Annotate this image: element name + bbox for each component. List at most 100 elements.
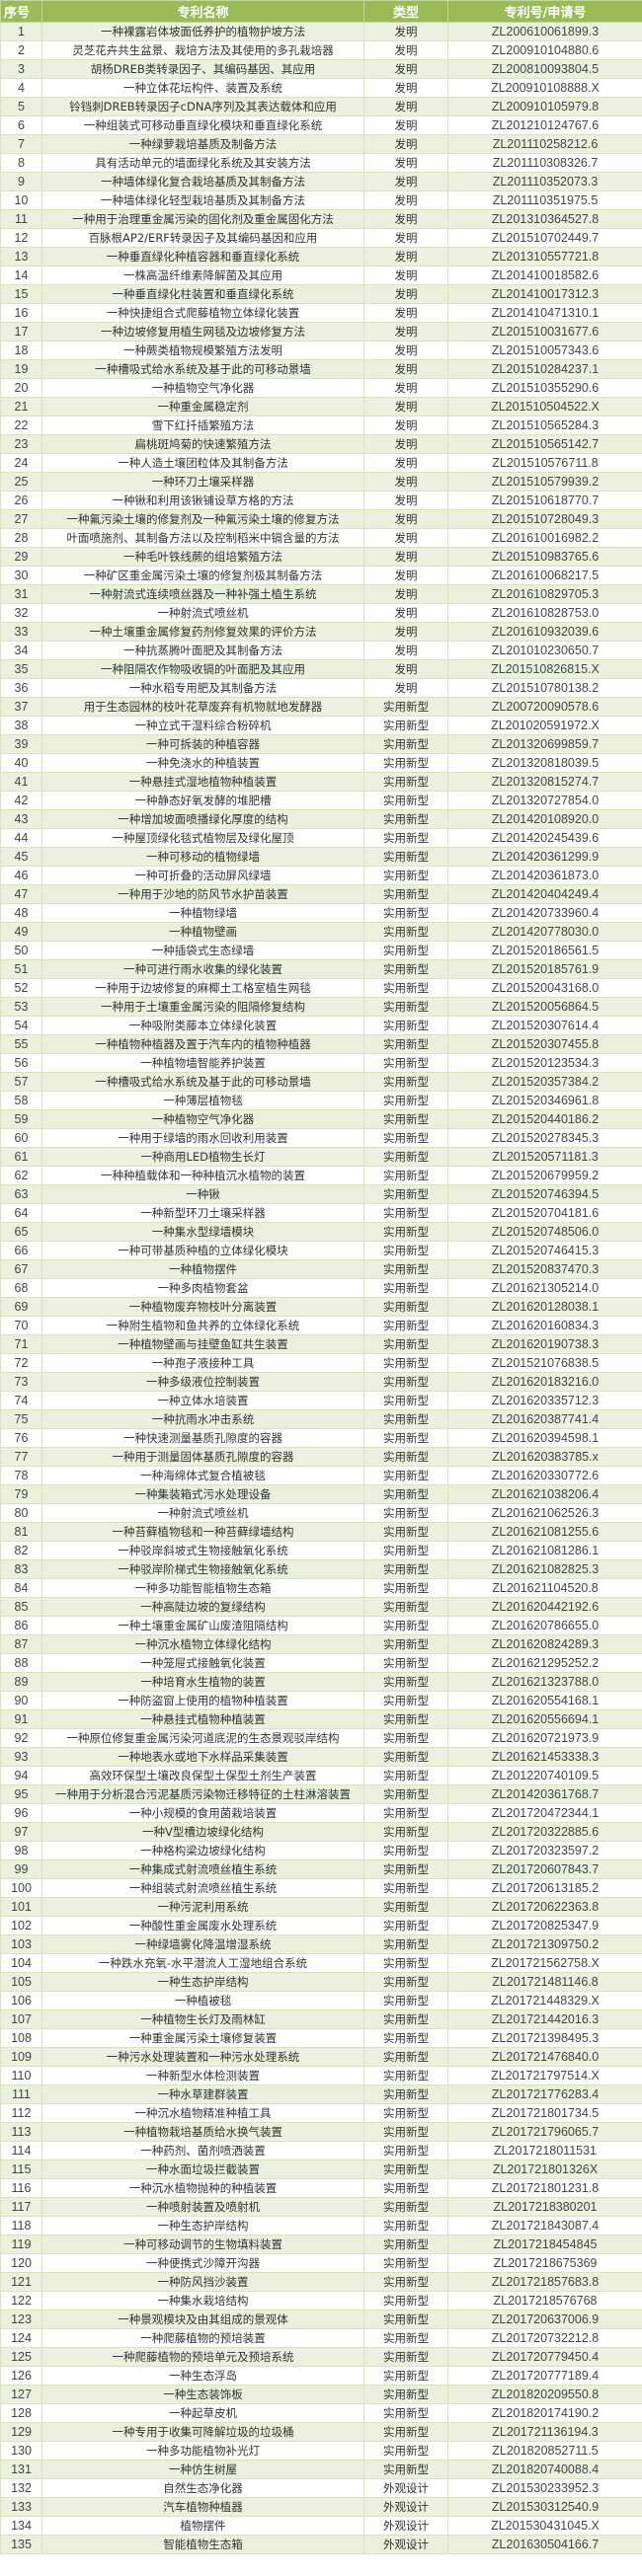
row-no: 13 — [0, 247, 42, 266]
patent-name: 一种爬藤植物的预培装置 — [41, 2328, 364, 2348]
table-row: 119 一种可移动调节的生物填料装置 实用新型 ZL2017218454845 — [0, 2235, 642, 2254]
patent-id: ZL201720323597.2 — [447, 1841, 642, 1860]
table-row: 118 一种生态护岸结构 实用新型 ZL201721843087.4 — [0, 2216, 642, 2235]
table-row: 52 一种用于边坡修复的麻椰土工格室植生网毯 实用新型 ZL201520043168.… — [0, 978, 642, 998]
patent-type: 实用新型 — [363, 1766, 448, 1785]
patent-id: ZL201620554168.1 — [447, 1691, 642, 1710]
patent-id: ZL201520185761.9 — [447, 959, 642, 979]
table-row: 33 一种土壤重金属修复药剂修复效果的评价方法 发明 ZL201610932039.6 — [0, 622, 642, 642]
row-no: 57 — [0, 1072, 42, 1092]
patent-name: 扁桃斑鸠菊的快速繁殖方法 — [41, 434, 364, 454]
patent-id: ZL201520746415.3 — [447, 1241, 642, 1260]
patent-type: 实用新型 — [363, 2066, 448, 2085]
table-row: 12 百脉根AP2/ERF转录因子及其编码基因和应用 发明 ZL20151070244… — [0, 228, 642, 248]
patent-type: 发明 — [363, 59, 448, 79]
row-no: 76 — [0, 1428, 42, 1448]
patent-id: ZL201620128038.1 — [447, 1297, 642, 1317]
patent-id: ZL201621081286.1 — [447, 1541, 642, 1560]
patent-id: ZL201510565284.3 — [447, 416, 642, 435]
patent-id: ZL201520748506.0 — [447, 1222, 642, 1242]
table-row: 113 一种植物栽培基质给水换气装置 实用新型 ZL201721796065.7 — [0, 2122, 642, 2142]
table-row: 103 一种绿墙雾化降温增湿系统 实用新型 ZL201721309750.2 — [0, 1934, 642, 1954]
table-row: 11 一种用于治理重金属污染的固化剂及重金属固化方法 发明 ZL20131036452… — [0, 209, 642, 229]
patent-id: ZL201720825347.9 — [447, 1916, 642, 1935]
row-no: 75 — [0, 1409, 42, 1429]
patent-id: ZL201620721973.9 — [447, 1728, 642, 1748]
patent-type: 发明 — [363, 584, 448, 604]
table-row: 8 具有活动单元的墙面绿化系统及其安装方法 发明 ZL201110308326.7 — [0, 153, 642, 173]
patent-id: ZL201621081255.6 — [447, 1522, 642, 1542]
patent-name: 一种植物墙智能养护装置 — [41, 1053, 364, 1073]
patent-type: 实用新型 — [363, 997, 448, 1017]
patent-name: 一种生态装饰板 — [41, 2385, 364, 2404]
patent-type: 实用新型 — [363, 1709, 448, 1729]
row-no: 112 — [0, 2103, 42, 2123]
patent-id: ZL201620442192.6 — [447, 1597, 642, 1617]
row-no: 52 — [0, 978, 42, 998]
patent-id: ZL201610828753.0 — [447, 603, 642, 623]
row-no: 98 — [0, 1841, 42, 1860]
patent-type: 发明 — [363, 509, 448, 529]
patent-name: 一种重金属污染土壤修复装置 — [41, 2028, 364, 2048]
table-row: 122 一种集水栽培结构 实用新型 ZL2017218576768 — [0, 2291, 642, 2311]
row-no: 35 — [0, 659, 42, 679]
row-no: 94 — [0, 1766, 42, 1785]
patent-id: ZL201520056864.5 — [447, 997, 642, 1017]
patent-type: 实用新型 — [363, 1353, 448, 1373]
row-no: 134 — [0, 2516, 42, 2536]
table-row: 37 用于生态园林的枝叶花草废弃有机物就地发酵器 实用新型 ZL20072009057… — [0, 697, 642, 717]
row-no: 2 — [0, 40, 42, 60]
patent-name: 一种集水栽培结构 — [41, 2291, 364, 2311]
table-row: 46 一种可折叠的活动屏风绿墙 实用新型 ZL201420361873.0 — [0, 866, 642, 885]
row-no: 130 — [0, 2441, 42, 2461]
patent-name: 一种植物废弃物枝叶分离装置 — [41, 1297, 364, 1317]
row-no: 14 — [0, 265, 42, 285]
patent-name: 一种原位修复重金属污染河道底泥的生态景观驳岸结构 — [41, 1728, 364, 1748]
row-no: 47 — [0, 884, 42, 904]
row-no: 72 — [0, 1353, 42, 1373]
patent-type: 实用新型 — [363, 847, 448, 867]
patent-type: 实用新型 — [363, 1784, 448, 1804]
patent-id: ZL201510780138.2 — [447, 678, 642, 698]
row-no: 46 — [0, 866, 42, 885]
row-no: 126 — [0, 2366, 42, 2386]
patent-name: 植物摆件 — [41, 2516, 364, 2536]
patent-id: ZL201410471310.1 — [447, 303, 642, 323]
table-row: 2 灵芝花卉共生盆景、栽培方法及其使用的多孔栽培器 发明 ZL200910104880… — [0, 40, 642, 60]
patent-id: ZL201621104520.8 — [447, 1578, 642, 1598]
row-no: 90 — [0, 1691, 42, 1710]
patent-type: 实用新型 — [363, 2009, 448, 2029]
patent-type: 发明 — [363, 359, 448, 379]
patent-id: ZL201520571181.3 — [447, 1147, 642, 1167]
patent-id: ZL201520307455.8 — [447, 1034, 642, 1054]
patent-type: 发明 — [363, 78, 448, 98]
table-row: 105 一种生态护岸结构 实用新型 ZL201721481146.8 — [0, 1972, 642, 1992]
patent-type: 实用新型 — [363, 2460, 448, 2479]
row-no: 10 — [0, 190, 42, 210]
patent-type: 实用新型 — [363, 1728, 448, 1748]
patent-id: ZL201721481146.8 — [447, 1972, 642, 1992]
patent-type: 实用新型 — [363, 1278, 448, 1298]
row-no: 122 — [0, 2291, 42, 2311]
patent-name: 一种快捷组合式爬藤植物立体绿化装置 — [41, 303, 364, 323]
patent-name: 一种小规模的食用菌栽培装置 — [41, 1803, 364, 1823]
patent-name: 一种人造土壤团粒体及其制备方法 — [41, 453, 364, 473]
patent-name: 一种抗雨水冲击系统 — [41, 1409, 364, 1429]
patent-name: 一种薄层植物毯 — [41, 1091, 364, 1110]
row-no: 97 — [0, 1822, 42, 1842]
table-row: 3 胡杨DREB类转录因子、其编码基因、其应用 发明 ZL200810093804.5 — [0, 59, 642, 79]
patent-id: ZL201721801734.5 — [447, 2103, 642, 2123]
row-no: 123 — [0, 2310, 42, 2329]
patent-type: 实用新型 — [363, 1578, 448, 1598]
patent-name: 一种可移动调节的生物填料装置 — [41, 2235, 364, 2254]
table-row: 125 一种爬藤植物的预培单元及预培系统 实用新型 ZL201720779450.4 — [0, 2347, 642, 2367]
table-row: 135 智能植物生态箱 外观设计 ZL201630504166.7 — [0, 2535, 642, 2554]
patent-type: 发明 — [363, 341, 448, 360]
patent-name: 一种用于分析混合污泥基质污染物迁移特征的土柱淋溶装置 — [41, 1784, 364, 1804]
patent-name: 一种可折叠的活动屏风绿墙 — [41, 866, 364, 885]
patent-name: 一种便携式沙障开沟器 — [41, 2253, 364, 2273]
patent-type: 发明 — [363, 528, 448, 548]
patent-type: 发明 — [363, 40, 448, 60]
patent-name: 一种槽吸式给水系统及基于此的可移动景墙 — [41, 1072, 364, 1092]
patent-id: ZL201520123534.3 — [447, 1053, 642, 1073]
